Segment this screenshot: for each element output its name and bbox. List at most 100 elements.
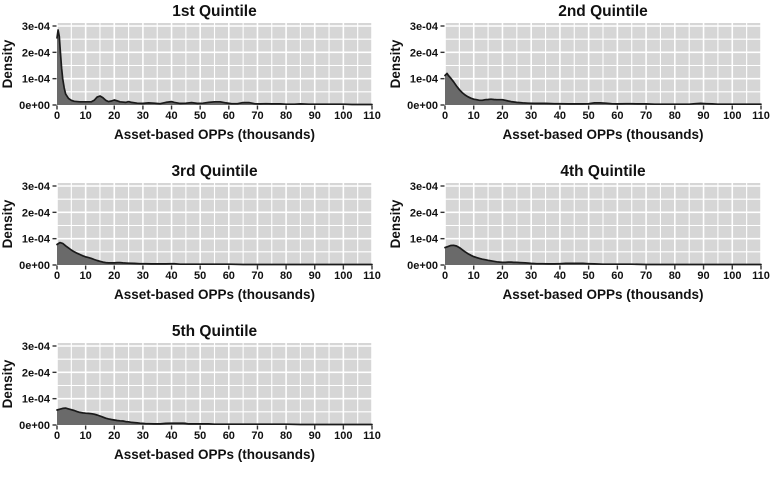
y-tick-label: 2e-04 <box>410 47 439 59</box>
panel-1st-quintile: 0 10 20 30 40 50 60 70 80 90 100 110 0e+00 1e-04 2e-04… <box>0 0 388 160</box>
y-axis-title: Density <box>0 39 15 88</box>
x-tick-label: 110 <box>363 430 381 442</box>
x-tick-label: 40 <box>165 430 177 442</box>
x-tick-label: 70 <box>251 270 263 282</box>
x-axis-title: Asset-based OPPs (thousands) <box>114 447 315 462</box>
y-tick-label: 2e-04 <box>22 47 51 59</box>
x-tick-label: 20 <box>496 270 508 282</box>
y-tick-label: 2e-04 <box>22 367 51 379</box>
panel-title: 1st Quintile <box>172 3 257 20</box>
panel-5th-quintile: 0 10 20 30 40 50 60 70 80 90 100 110 0e+00 1e-04 2e-04… <box>0 320 388 482</box>
density-plot-svg: 0 10 20 30 40 50 60 70 80 90 100 110 0e+00 1e-04 2e-04… <box>0 323 381 462</box>
y-tick-label: 1e-04 <box>22 74 51 86</box>
density-plot-svg: 0 10 20 30 40 50 60 70 80 90 100 110 0e+00 1e-04 2e-04… <box>0 3 381 142</box>
x-tick-label: 70 <box>640 110 652 122</box>
y-tick-label: 2e-04 <box>410 207 439 219</box>
y-tick-label: 3e-04 <box>410 21 439 33</box>
y-tick-label: 0e+00 <box>407 100 438 112</box>
x-tick-label: 70 <box>251 110 263 122</box>
panel-2nd-quintile: 0 10 20 30 40 50 60 70 80 90 100 110 0e+00 1e-04 2e-04… <box>388 0 777 160</box>
x-tick-label: 30 <box>137 270 149 282</box>
x-tick-label: 80 <box>669 110 681 122</box>
y-axis-title: Density <box>388 199 403 248</box>
y-tick-label: 1e-04 <box>22 394 51 406</box>
x-tick-label: 60 <box>611 110 623 122</box>
y-tick-label: 3e-04 <box>22 21 51 33</box>
x-tick-label: 110 <box>363 110 381 122</box>
density-area <box>57 408 372 425</box>
y-tick-label: 0e+00 <box>407 260 438 272</box>
x-tick-label: 50 <box>194 430 206 442</box>
x-tick-label: 90 <box>309 430 321 442</box>
density-curve <box>444 72 762 106</box>
x-tick-label: 0 <box>54 270 60 282</box>
x-tick-label: 20 <box>108 110 120 122</box>
density-curve <box>56 241 373 266</box>
x-tick-label: 10 <box>80 270 92 282</box>
x-tick-label: 90 <box>309 270 321 282</box>
x-tick-label: 100 <box>723 110 741 122</box>
density-area <box>445 245 761 265</box>
x-axis-title: Asset-based OPPs (thousands) <box>114 127 315 142</box>
y-axis-title: Density <box>0 199 15 248</box>
y-tick-label: 3e-04 <box>410 181 439 193</box>
x-tick-label: 50 <box>194 270 206 282</box>
density-plot-svg: 0 10 20 30 40 50 60 70 80 90 100 110 0e+00 1e-04 2e-04… <box>388 3 770 142</box>
x-tick-label: 50 <box>194 110 206 122</box>
x-tick-label: 10 <box>468 110 480 122</box>
x-tick-label: 30 <box>525 270 537 282</box>
panel-title: 2nd Quintile <box>558 3 648 20</box>
x-tick-label: 0 <box>442 110 448 122</box>
x-tick-label: 80 <box>280 430 292 442</box>
y-tick-label: 1e-04 <box>410 74 439 86</box>
x-axis-title: Asset-based OPPs (thousands) <box>502 127 703 142</box>
x-axis-title: Asset-based OPPs (thousands) <box>114 287 315 302</box>
x-tick-label: 0 <box>54 110 60 122</box>
x-tick-label: 40 <box>554 110 566 122</box>
x-tick-label: 30 <box>137 430 149 442</box>
x-tick-label: 20 <box>108 270 120 282</box>
y-tick-label: 1e-04 <box>22 234 51 246</box>
x-tick-label: 90 <box>697 270 709 282</box>
x-tick-label: 60 <box>223 270 235 282</box>
x-tick-label: 80 <box>669 270 681 282</box>
x-tick-label: 90 <box>309 110 321 122</box>
y-tick-label: 0e+00 <box>19 100 50 112</box>
x-tick-label: 40 <box>165 270 177 282</box>
x-tick-label: 80 <box>280 270 292 282</box>
density-curve <box>56 407 373 426</box>
density-area <box>57 242 372 265</box>
x-tick-label: 80 <box>280 110 292 122</box>
x-tick-label: 100 <box>334 270 352 282</box>
x-tick-label: 110 <box>752 270 770 282</box>
y-tick-label: 1e-04 <box>410 234 439 246</box>
density-curve <box>56 29 373 106</box>
x-tick-label: 40 <box>554 270 566 282</box>
x-tick-label: 10 <box>468 270 480 282</box>
x-tick-label: 0 <box>54 430 60 442</box>
x-tick-label: 100 <box>334 110 352 122</box>
y-tick-label: 0e+00 <box>19 420 50 432</box>
x-tick-label: 20 <box>108 430 120 442</box>
y-axis-title: Density <box>388 39 403 88</box>
x-tick-label: 50 <box>583 270 595 282</box>
panel-title: 4th Quintile <box>560 163 646 180</box>
panel-title: 5th Quintile <box>172 323 258 340</box>
x-tick-label: 70 <box>251 430 263 442</box>
x-tick-label: 100 <box>334 430 352 442</box>
x-tick-label: 60 <box>223 430 235 442</box>
y-tick-label: 0e+00 <box>19 260 50 272</box>
x-tick-label: 50 <box>583 110 595 122</box>
x-tick-label: 60 <box>223 110 235 122</box>
x-tick-label: 60 <box>611 270 623 282</box>
x-tick-label: 40 <box>165 110 177 122</box>
x-tick-label: 10 <box>80 110 92 122</box>
x-tick-label: 0 <box>442 270 448 282</box>
x-tick-label: 30 <box>137 110 149 122</box>
panel-4th-quintile: 0 10 20 30 40 50 60 70 80 90 100 110 0e+00 1e-04 2e-04… <box>388 160 777 320</box>
density-curve <box>444 244 762 266</box>
x-tick-label: 10 <box>80 430 92 442</box>
y-axis-title: Density <box>0 359 15 408</box>
y-tick-label: 2e-04 <box>22 207 51 219</box>
